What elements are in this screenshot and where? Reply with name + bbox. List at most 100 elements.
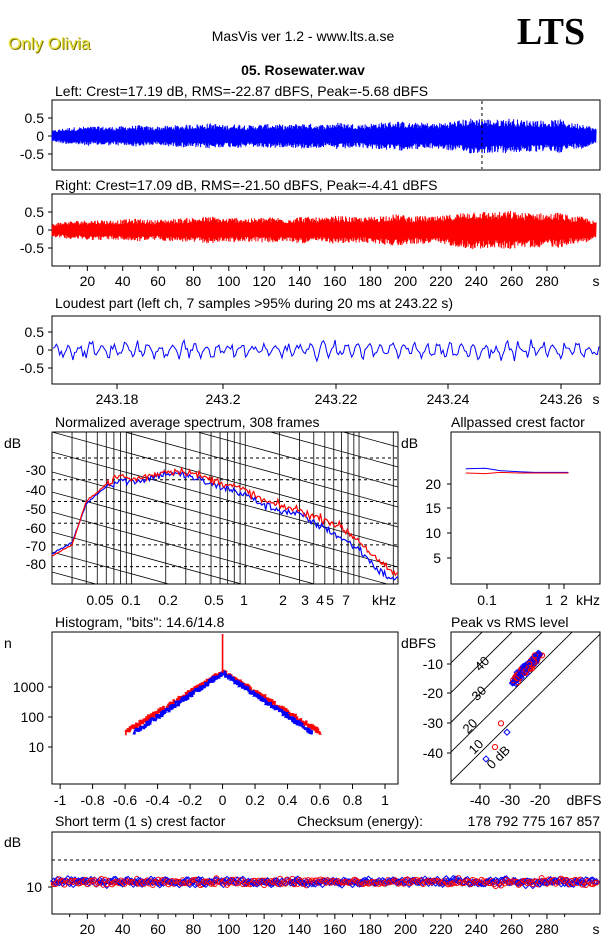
short-crest-point-left <box>182 876 191 884</box>
artist-name-shadow: Only Olivia <box>9 35 92 54</box>
spectrum-xtick-unit: kHz <box>372 592 396 608</box>
spectrum-xtick-4: 1 <box>240 592 248 608</box>
spectrum-xtick-0: 0.05 <box>86 592 113 608</box>
time-tick-label: 120 <box>252 921 276 937</box>
spectrum-ylabel: dB <box>4 435 21 451</box>
spectrum-slope-line <box>52 432 398 528</box>
allpassed-xtick-1: 1 <box>545 592 553 608</box>
right-waveform-title: Right: Crest=17.09 dB, RMS=-21.50 dBFS, … <box>55 177 437 193</box>
peak-rms-point-right <box>523 667 530 674</box>
loudest-part-yaxis: 0.5 0 -0.5 <box>20 324 52 376</box>
peak-rms-xlabel: dBFS <box>566 792 601 808</box>
histogram-xtick-label: -0.6 <box>113 792 137 808</box>
spectrum-yaxis: -30 -40 -50 -60 -70 -80 <box>26 462 46 572</box>
short-crest-ylabel: dB <box>4 834 21 850</box>
checksum-label: Checksum (energy): <box>297 813 423 829</box>
short-crest-yaxis: 10 <box>26 879 52 895</box>
peak-rms-diagonal-label: 20 <box>460 715 481 736</box>
peak-rms-ytick-2: -30 <box>423 715 443 731</box>
peak-rms-points <box>482 649 546 763</box>
time-tick-label: 160 <box>323 921 347 937</box>
peak-rms-point-left <box>534 649 543 657</box>
short-crest-point-left <box>149 878 157 887</box>
loudest-part-trace <box>52 338 600 363</box>
checksum-value: 178 792 775 167 857 <box>468 813 601 829</box>
time-tick-label: 60 <box>150 921 166 937</box>
spectrum-frame <box>51 431 399 585</box>
peak-rms-point-right <box>491 743 499 751</box>
spectrum-xtick-2: 0.2 <box>158 592 178 608</box>
short-crest-point-left <box>219 880 228 889</box>
short-crest-point-left <box>407 877 415 885</box>
time-tick-label: 200 <box>394 273 418 289</box>
time-tick-label: 80 <box>186 273 202 289</box>
allpassed-left-series <box>465 467 569 473</box>
peak-rms-ytick-3: -40 <box>423 745 443 761</box>
spectrum-slope-line <box>196 432 398 488</box>
spectrum-xtick-1: 0.1 <box>121 592 141 608</box>
spectrum-slope-line <box>52 511 316 584</box>
spectrum-slope-line <box>52 551 171 584</box>
peak-rms-xtick-0: -40 <box>470 792 490 808</box>
peak-rms-ylabel: dBFS <box>401 635 436 651</box>
peak-rms-diagonal <box>451 632 483 664</box>
short-crest-point-right <box>239 880 246 887</box>
short-crest-point-left <box>362 877 371 885</box>
peak-rms-xtick-2: -20 <box>530 792 550 808</box>
time-tick-label: 20 <box>80 921 96 937</box>
short-crest-points <box>50 874 601 890</box>
left-waveform-title: Left: Crest=17.19 dB, RMS=-22.87 dBFS, P… <box>55 83 428 99</box>
spectrum-slope-line <box>269 432 398 468</box>
spectrum-slope-line <box>52 451 398 548</box>
spectrum-ytick-1: -40 <box>26 482 46 498</box>
time-unit: s <box>593 273 600 289</box>
time-tick-label: 160 <box>323 273 347 289</box>
short-crest-point-left <box>267 880 275 889</box>
short-crest-point-left <box>110 875 118 884</box>
short-crest-title: Short term (1 s) crest factor <box>55 813 226 829</box>
peak-rms-diagonal-label: 10 <box>466 736 487 757</box>
peak-rms-point-right <box>528 665 535 672</box>
peak-rms-diagonal-label: 40 <box>472 653 493 674</box>
spectrum-ytick-4: -70 <box>26 538 46 554</box>
time-tick-label: 260 <box>500 273 524 289</box>
loudest-part-title: Loudest part (left ch, 7 samples >95% du… <box>55 295 453 311</box>
left-waveform-yaxis: 0.5 0 -0.5 <box>20 110 52 162</box>
right-ytick-1: 0 <box>36 222 44 238</box>
left-ytick-1: 0 <box>36 128 44 144</box>
allpassed-xtick-2: 2 <box>560 592 568 608</box>
peak-rms-title: Peak vs RMS level <box>451 614 568 630</box>
loudest-ytick-0: 0.5 <box>25 324 45 340</box>
peak-rms-point-left <box>503 728 511 736</box>
peak-rms-point-left <box>534 651 543 660</box>
time-tick-label: 40 <box>115 921 131 937</box>
spectrum-xtick-7: 4 <box>316 592 324 608</box>
right-waveform-trace <box>51 210 597 250</box>
histogram-xtick-label: -0.8 <box>81 792 105 808</box>
spectrum-xtick-8: 5 <box>326 592 334 608</box>
peak-rms-frame <box>450 631 601 785</box>
histogram-ytick-1: 100 <box>21 709 45 725</box>
short-crest-point-right <box>275 881 282 888</box>
time-tick-label: 180 <box>359 273 383 289</box>
allpassed-title: Allpassed crest factor <box>451 414 585 430</box>
peak-rms-diagonal <box>451 632 513 694</box>
right-ytick-0: 0.5 <box>25 204 45 220</box>
time-tick-label: 20 <box>80 273 96 289</box>
histogram-ylabel: n <box>4 635 12 651</box>
allpassed-ytick-1: 15 <box>425 500 441 516</box>
spectrum-xtick-6: 3 <box>301 592 309 608</box>
peak-rms-point-left <box>482 755 490 763</box>
time-tick-label: 180 <box>359 921 383 937</box>
short-crest-point-left <box>361 876 369 885</box>
time-tick-label: 80 <box>186 921 202 937</box>
spectrum-right-series <box>52 466 398 577</box>
time-axis: 20 40 60 80 100 120 140 160 180 200 220 240 260 280 s <box>69 266 600 289</box>
loudest-xtick-4: 243.26 <box>540 391 583 407</box>
histogram-right-series <box>124 669 323 736</box>
time-tick-label: 60 <box>150 273 166 289</box>
peak-rms-diagonal <box>451 632 573 753</box>
histogram-yaxis: 1000 100 10 <box>13 679 52 755</box>
loudest-xtick-2: 243.22 <box>315 391 358 407</box>
time-tick-label: 200 <box>394 921 418 937</box>
